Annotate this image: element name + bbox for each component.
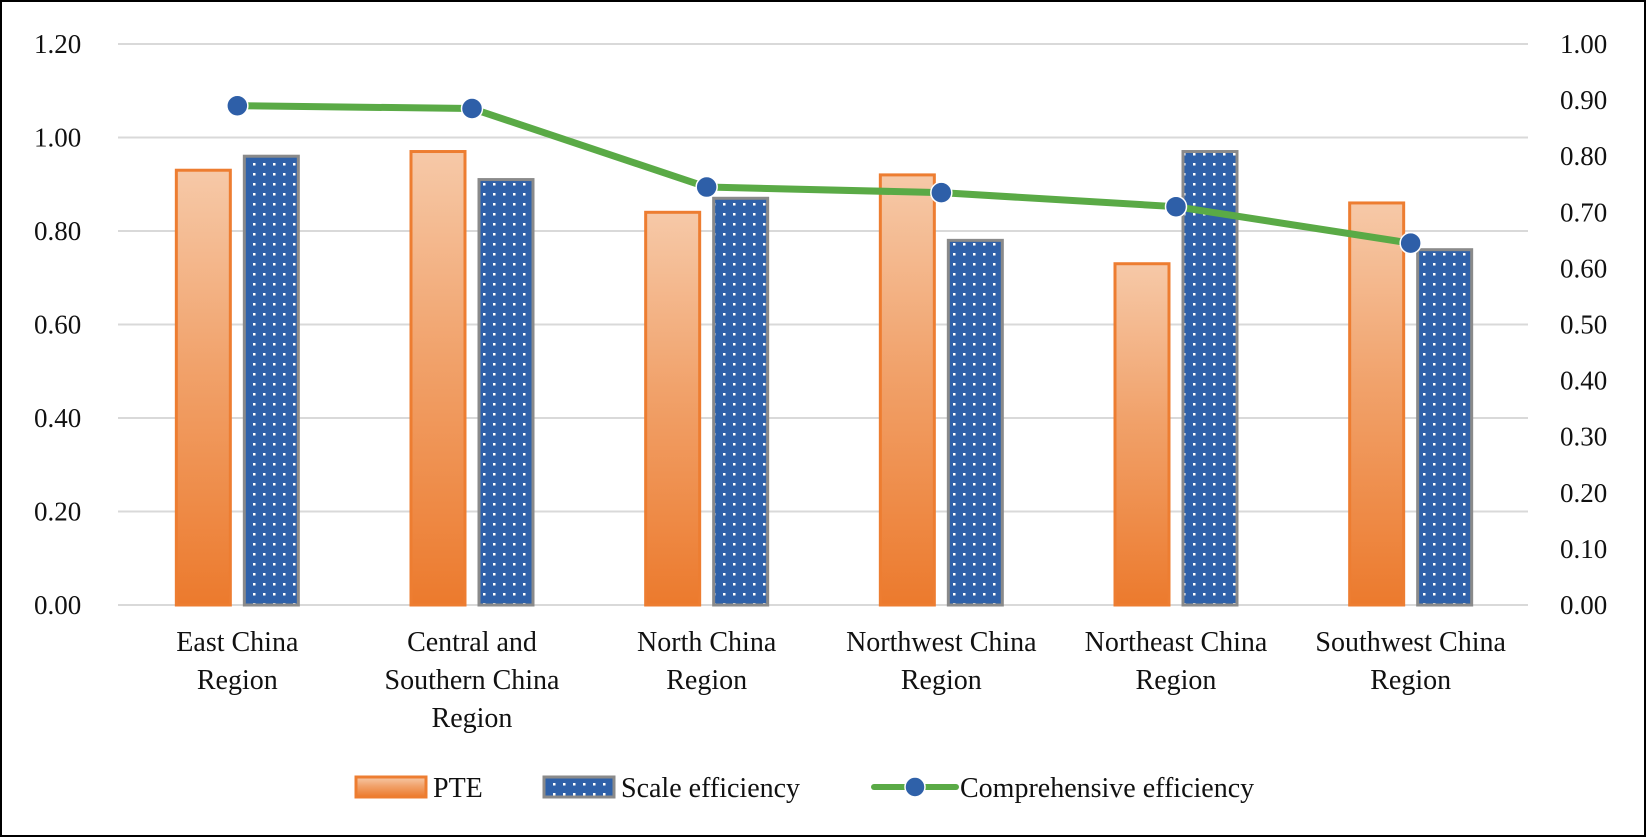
left-axis-tick-label: 0.20 bbox=[34, 497, 81, 527]
legend-swatch-scale-efficiency bbox=[542, 775, 616, 799]
bar-scale-efficiency bbox=[1181, 150, 1239, 607]
category-label: Region bbox=[1136, 665, 1217, 696]
right-axis-tick-label: 0.10 bbox=[1560, 534, 1607, 564]
left-axis-tick-label: 0.60 bbox=[34, 310, 81, 340]
comprehensive-efficiency-line bbox=[233, 102, 1415, 247]
gridlines bbox=[118, 43, 1528, 606]
legend-swatch-pte bbox=[354, 775, 428, 799]
right-axis: 0.00 0.10 0.20 0.30 0.40 0.50 0.60 0.70 0.80 0.90… bbox=[1560, 29, 1607, 620]
left-axis-tick-label: 0.80 bbox=[34, 216, 81, 246]
bar-scale-efficiency bbox=[946, 238, 1004, 607]
category-axis: East China Region Central and Southern Chin… bbox=[176, 627, 1506, 734]
comprehensive-efficiency-point bbox=[226, 94, 249, 117]
category-label: Northeast China bbox=[1085, 627, 1268, 658]
comprehensive-efficiency-point bbox=[1164, 195, 1188, 218]
bar-scale-efficiency bbox=[1416, 248, 1474, 607]
right-axis-tick-label: 0.50 bbox=[1560, 310, 1607, 340]
category-label: North China bbox=[637, 627, 777, 658]
category-label: Southern China bbox=[385, 665, 561, 696]
legend-item-scale-efficiency: Scale efficiency bbox=[542, 773, 800, 804]
left-axis-tick-label: 0.00 bbox=[34, 590, 81, 620]
legend-item-pte: PTE bbox=[354, 773, 483, 804]
category-label: Region bbox=[901, 665, 982, 696]
right-axis-tick-label: 0.80 bbox=[1560, 141, 1607, 171]
category-label: East China bbox=[176, 627, 299, 658]
category-label: Central and bbox=[407, 627, 537, 658]
bar-pte bbox=[878, 173, 936, 607]
comprehensive-efficiency-point bbox=[1399, 231, 1422, 255]
legend-label-pte: PTE bbox=[433, 773, 483, 804]
bar-scale-efficiency bbox=[242, 154, 300, 607]
category-label: Region bbox=[666, 665, 747, 696]
right-axis-tick-label: 0.90 bbox=[1560, 85, 1607, 115]
right-axis-tick-label: 0.00 bbox=[1560, 590, 1607, 620]
right-axis-tick-label: 0.20 bbox=[1560, 478, 1607, 508]
category-label: Northwest China bbox=[846, 627, 1037, 658]
category-label: Region bbox=[432, 703, 513, 734]
right-axis-tick-label: 1.00 bbox=[1560, 29, 1607, 59]
right-axis-tick-label: 0.30 bbox=[1560, 422, 1607, 452]
right-axis-tick-label: 0.40 bbox=[1560, 366, 1607, 396]
bar-pte bbox=[174, 168, 232, 607]
bar-scale-efficiency bbox=[477, 178, 535, 607]
right-axis-tick-label: 0.70 bbox=[1560, 197, 1607, 227]
bar-scale-efficiency bbox=[712, 196, 770, 607]
left-axis-tick-label: 0.40 bbox=[34, 403, 81, 433]
legend-label-comprehensive-efficiency: Comprehensive efficiency bbox=[960, 773, 1254, 804]
category-label: Southwest China bbox=[1315, 627, 1506, 658]
comprehensive-efficiency-point bbox=[695, 175, 718, 199]
legend-label-scale-efficiency: Scale efficiency bbox=[621, 773, 800, 804]
legend: PTE Scale efficiency Comprehensive effic… bbox=[354, 773, 1254, 804]
left-axis-tick-label: 1.00 bbox=[34, 123, 81, 153]
bar-pte bbox=[1348, 201, 1406, 607]
bar-pte bbox=[409, 150, 467, 607]
legend-marker-comprehensive-efficiency bbox=[904, 776, 926, 798]
left-axis: 0.00 0.20 0.40 0.60 0.80 1.00 1.20 bbox=[34, 29, 81, 620]
bar-pte bbox=[644, 210, 702, 607]
left-axis-tick-label: 1.20 bbox=[34, 29, 81, 59]
comprehensive-efficiency-point bbox=[930, 181, 953, 204]
category-label: Region bbox=[197, 665, 278, 696]
right-axis-tick-label: 0.60 bbox=[1560, 253, 1607, 283]
bar-pte bbox=[1113, 262, 1171, 607]
legend-item-comprehensive-efficiency: Comprehensive efficiency bbox=[871, 773, 1254, 804]
category-label: Region bbox=[1370, 665, 1451, 696]
comprehensive-efficiency-point bbox=[460, 97, 484, 120]
comprehensive-efficiency-line-group bbox=[226, 94, 1422, 255]
bars bbox=[174, 150, 1474, 607]
